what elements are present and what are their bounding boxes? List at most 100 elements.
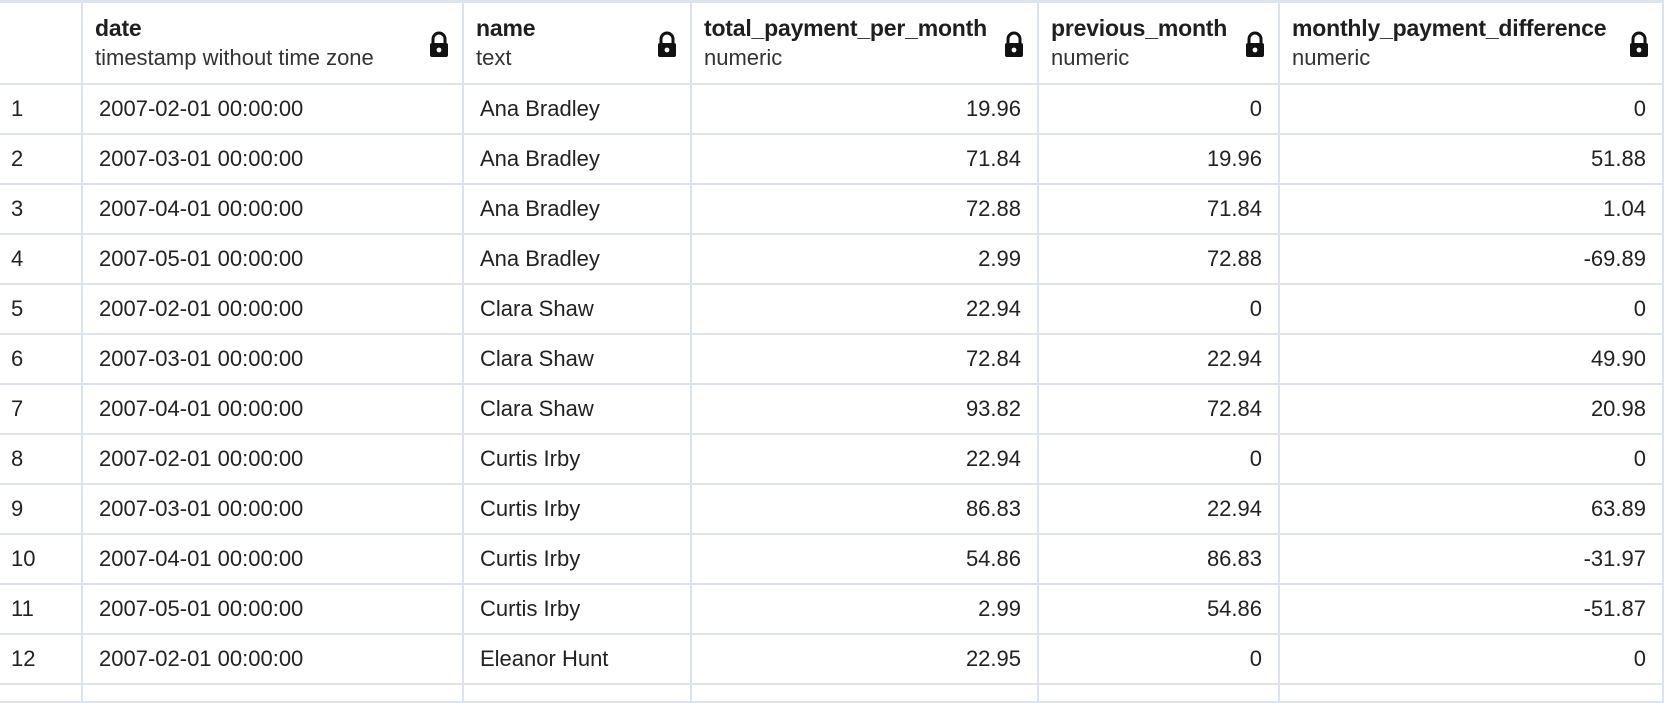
date-cell[interactable]: 2007-03-01 00:00:00 (83, 485, 464, 533)
payment-difference-cell[interactable]: 0 (1280, 85, 1664, 133)
grid-body: 1 2007-02-01 00:00:00 Ana Bradley 19.96 … (0, 85, 1664, 703)
column-header-name[interactable]: name text (464, 3, 692, 83)
date-cell[interactable]: 2007-03-01 00:00:00 (83, 135, 464, 183)
table-row[interactable]: 8 2007-02-01 00:00:00 Curtis Irby 22.94 … (0, 435, 1664, 485)
name-cell[interactable]: Curtis Irby (464, 585, 692, 633)
date-cell[interactable]: 2007-02-01 00:00:00 (83, 635, 464, 683)
payment-difference-cell[interactable]: 63.89 (1280, 485, 1664, 533)
total-payment-cell[interactable]: 22.94 (692, 435, 1039, 483)
previous-month-cell[interactable]: 22.94 (1039, 485, 1280, 533)
total-payment-cell[interactable]: 19.96 (692, 85, 1039, 133)
previous-month-cell[interactable]: 19.96 (1039, 135, 1280, 183)
date-cell[interactable]: 2007-05-01 00:00:00 (83, 235, 464, 283)
partial-table-row (0, 685, 1664, 703)
row-number[interactable]: 4 (0, 235, 83, 283)
row-number[interactable]: 12 (0, 635, 83, 683)
previous-month-cell[interactable]: 72.88 (1039, 235, 1280, 283)
date-cell[interactable]: 2007-02-01 00:00:00 (83, 285, 464, 333)
table-row[interactable]: 9 2007-03-01 00:00:00 Curtis Irby 86.83 … (0, 485, 1664, 535)
name-cell[interactable]: Curtis Irby (464, 435, 692, 483)
total-payment-cell[interactable]: 2.99 (692, 235, 1039, 283)
previous-month-cell[interactable]: 54.86 (1039, 585, 1280, 633)
table-row[interactable]: 4 2007-05-01 00:00:00 Ana Bradley 2.99 7… (0, 235, 1664, 285)
name-cell[interactable]: Curtis Irby (464, 535, 692, 583)
table-row[interactable]: 12 2007-02-01 00:00:00 Eleanor Hunt 22.9… (0, 635, 1664, 685)
row-number[interactable]: 11 (0, 585, 83, 633)
payment-difference-cell[interactable]: 49.90 (1280, 335, 1664, 383)
total-payment-cell (692, 685, 1039, 701)
name-cell[interactable]: Eleanor Hunt (464, 635, 692, 683)
row-number[interactable]: 8 (0, 435, 83, 483)
payment-difference-cell[interactable]: 0 (1280, 435, 1664, 483)
date-cell[interactable]: 2007-03-01 00:00:00 (83, 335, 464, 383)
payment-difference-cell[interactable]: 0 (1280, 635, 1664, 683)
name-cell[interactable]: Clara Shaw (464, 285, 692, 333)
total-payment-cell[interactable]: 54.86 (692, 535, 1039, 583)
row-number[interactable]: 9 (0, 485, 83, 533)
payment-difference-cell[interactable]: 1.04 (1280, 185, 1664, 233)
payment-difference-cell[interactable]: -31.97 (1280, 535, 1664, 583)
column-header-monthly-payment-difference[interactable]: monthly_payment_difference numeric (1280, 3, 1664, 83)
previous-month-cell[interactable]: 0 (1039, 435, 1280, 483)
total-payment-cell[interactable]: 22.95 (692, 635, 1039, 683)
table-row[interactable]: 11 2007-05-01 00:00:00 Curtis Irby 2.99 … (0, 585, 1664, 635)
row-number (0, 685, 83, 701)
row-number[interactable]: 5 (0, 285, 83, 333)
payment-difference-cell[interactable]: -69.89 (1280, 235, 1664, 283)
row-number[interactable]: 6 (0, 335, 83, 383)
name-cell[interactable]: Ana Bradley (464, 235, 692, 283)
previous-month-cell[interactable]: 86.83 (1039, 535, 1280, 583)
total-payment-cell[interactable]: 93.82 (692, 385, 1039, 433)
previous-month-cell[interactable]: 0 (1039, 85, 1280, 133)
previous-month-cell[interactable]: 72.84 (1039, 385, 1280, 433)
table-row[interactable]: 2 2007-03-01 00:00:00 Ana Bradley 71.84 … (0, 135, 1664, 185)
previous-month-cell[interactable]: 71.84 (1039, 185, 1280, 233)
column-header-date[interactable]: date timestamp without time zone (83, 3, 464, 83)
payment-difference-cell[interactable]: -51.87 (1280, 585, 1664, 633)
name-cell[interactable]: Ana Bradley (464, 85, 692, 133)
name-cell[interactable]: Ana Bradley (464, 185, 692, 233)
table-row[interactable]: 3 2007-04-01 00:00:00 Ana Bradley 72.88 … (0, 185, 1664, 235)
date-cell[interactable]: 2007-04-01 00:00:00 (83, 535, 464, 583)
table-row[interactable]: 10 2007-04-01 00:00:00 Curtis Irby 54.86… (0, 535, 1664, 585)
date-cell[interactable]: 2007-02-01 00:00:00 (83, 435, 464, 483)
table-row[interactable]: 6 2007-03-01 00:00:00 Clara Shaw 72.84 2… (0, 335, 1664, 385)
row-number[interactable]: 3 (0, 185, 83, 233)
payment-difference-cell[interactable]: 0 (1280, 285, 1664, 333)
column-type: numeric (1292, 45, 1371, 70)
name-cell[interactable]: Clara Shaw (464, 335, 692, 383)
column-type: text (476, 45, 512, 70)
total-payment-cell[interactable]: 22.94 (692, 285, 1039, 333)
name-cell[interactable]: Curtis Irby (464, 485, 692, 533)
total-payment-cell[interactable]: 2.99 (692, 585, 1039, 633)
total-payment-cell[interactable]: 86.83 (692, 485, 1039, 533)
previous-month-cell[interactable]: 0 (1039, 285, 1280, 333)
lock-icon (430, 31, 448, 57)
payment-difference-cell[interactable]: 51.88 (1280, 135, 1664, 183)
column-header-total-payment-per-month[interactable]: total_payment_per_month numeric (692, 3, 1039, 83)
row-number-header[interactable] (0, 3, 83, 83)
table-row[interactable]: 7 2007-04-01 00:00:00 Clara Shaw 93.82 7… (0, 385, 1664, 435)
row-number[interactable]: 2 (0, 135, 83, 183)
previous-month-cell[interactable]: 22.94 (1039, 335, 1280, 383)
payment-difference-cell[interactable]: 20.98 (1280, 385, 1664, 433)
total-payment-cell[interactable]: 71.84 (692, 135, 1039, 183)
date-cell[interactable]: 2007-05-01 00:00:00 (83, 585, 464, 633)
name-cell[interactable]: Ana Bradley (464, 135, 692, 183)
date-cell[interactable]: 2007-04-01 00:00:00 (83, 385, 464, 433)
previous-month-cell[interactable]: 0 (1039, 635, 1280, 683)
column-header-previous-month[interactable]: previous_month numeric (1039, 3, 1280, 83)
total-payment-cell[interactable]: 72.88 (692, 185, 1039, 233)
row-number[interactable]: 1 (0, 85, 83, 133)
row-number[interactable]: 10 (0, 535, 83, 583)
date-cell[interactable]: 2007-04-01 00:00:00 (83, 185, 464, 233)
row-number[interactable]: 7 (0, 385, 83, 433)
date-cell[interactable]: 2007-02-01 00:00:00 (83, 85, 464, 133)
lock-icon (1005, 31, 1023, 57)
column-type: timestamp without time zone (95, 45, 374, 70)
table-row[interactable]: 1 2007-02-01 00:00:00 Ana Bradley 19.96 … (0, 85, 1664, 135)
table-row[interactable]: 5 2007-02-01 00:00:00 Clara Shaw 22.94 0… (0, 285, 1664, 335)
total-payment-cell[interactable]: 72.84 (692, 335, 1039, 383)
name-cell[interactable]: Clara Shaw (464, 385, 692, 433)
